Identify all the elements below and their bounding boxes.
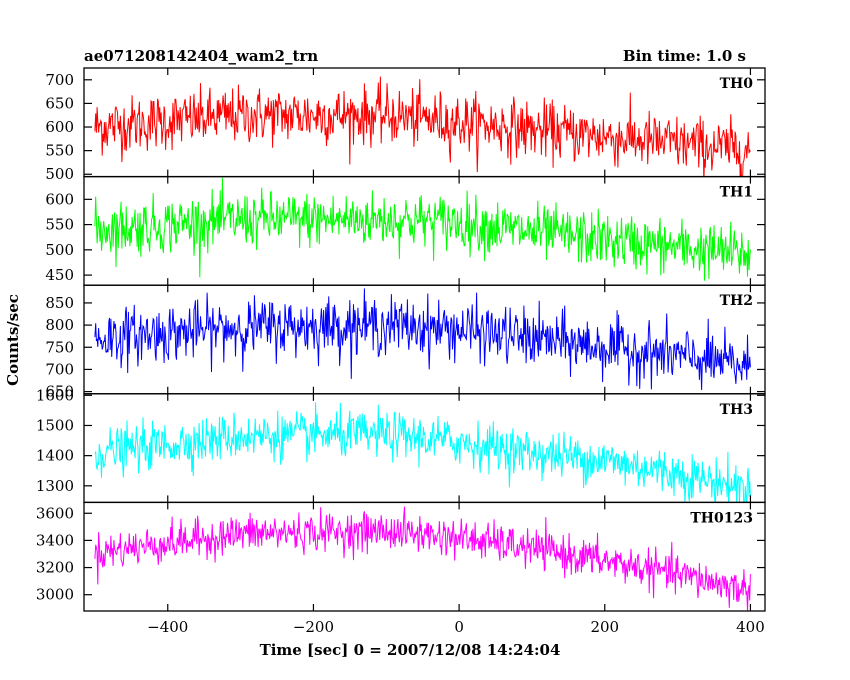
y-tick-label: 3400: [36, 531, 74, 549]
y-tick-label: 1600: [36, 386, 74, 404]
y-tick-label: 700: [45, 71, 74, 89]
series-label-th3: TH3: [720, 402, 753, 418]
y-tick-label: 700: [45, 360, 74, 378]
y-tick-label: 500: [45, 241, 74, 259]
series-label-th1: TH1: [720, 185, 753, 201]
x-tick-label: −400: [147, 618, 188, 636]
panel-th0123: 3000 3200 3400 3600 TH0123: [36, 501, 766, 612]
series-line-th3: [94, 402, 751, 503]
y-tick-label: 800: [45, 316, 74, 334]
panel-th0: 500 550 600 650 700 TH0: [45, 67, 766, 183]
y-tick-label: 3600: [36, 504, 74, 522]
series-label-th0: TH0: [720, 76, 754, 92]
y-tick-label: 600: [45, 190, 74, 208]
panel-th2: 650 700 750 800 850 TH2: [45, 284, 766, 401]
x-tick-label: 200: [590, 618, 619, 636]
y-tick-label: 1500: [36, 416, 74, 434]
y-axis-label: Counts/sec: [4, 294, 22, 386]
y-tick-label: 3000: [36, 586, 74, 604]
y-tick-label: 550: [45, 216, 74, 234]
series-line-th2: [94, 288, 751, 391]
x-axis-label: Time [sec] 0 = 2007/12/08 14:24:04: [260, 641, 561, 659]
y-tick-label: 550: [45, 142, 74, 160]
series-line-th1: [94, 177, 751, 281]
x-tick-label: −200: [293, 618, 334, 636]
panel-th3: 1300 1400 1500 1600 TH3: [36, 386, 766, 504]
y-tick-label: 3200: [36, 559, 74, 577]
y-tick-label: 500: [45, 165, 74, 183]
series-line-th0: [94, 76, 751, 177]
y-tick-label: 450: [45, 266, 74, 284]
y-tick-label: 750: [45, 338, 74, 356]
x-tick-label: 400: [736, 618, 765, 636]
series-line-th0123: [94, 506, 751, 611]
series-label-th0123: TH0123: [690, 510, 753, 526]
panel-th1: 450 500 550 600 TH1: [45, 175, 766, 286]
y-tick-label: 650: [45, 94, 74, 112]
panel-frame: [83, 67, 766, 178]
y-tick-label: 1300: [36, 477, 74, 495]
y-tick-label: 650: [45, 383, 74, 401]
chart-title: ae071208142404_wam2_trn: [84, 47, 318, 65]
series-label-th2: TH2: [720, 293, 753, 309]
y-tick-label: 600: [45, 118, 74, 136]
panels: 500 550 600 650 700 TH0 450 500 550 600 TH1 650 700 7…: [36, 67, 766, 612]
y-tick-label: 1400: [36, 447, 74, 465]
bin-time-label: Bin time: 1.0 s: [623, 47, 746, 65]
y-tick-label: 850: [45, 294, 74, 312]
x-tick-label: 0: [454, 618, 464, 636]
panel-frame: [83, 501, 766, 612]
x-axis: −400 −200 0 200 400: [147, 618, 765, 636]
